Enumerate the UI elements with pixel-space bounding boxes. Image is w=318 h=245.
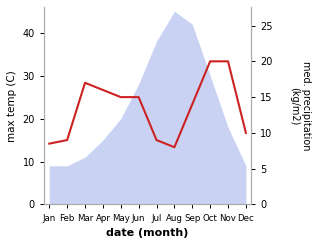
X-axis label: date (month): date (month) (107, 228, 189, 238)
Y-axis label: max temp (C): max temp (C) (7, 70, 17, 142)
Y-axis label: med. precipitation
(kg/m2): med. precipitation (kg/m2) (289, 61, 311, 150)
